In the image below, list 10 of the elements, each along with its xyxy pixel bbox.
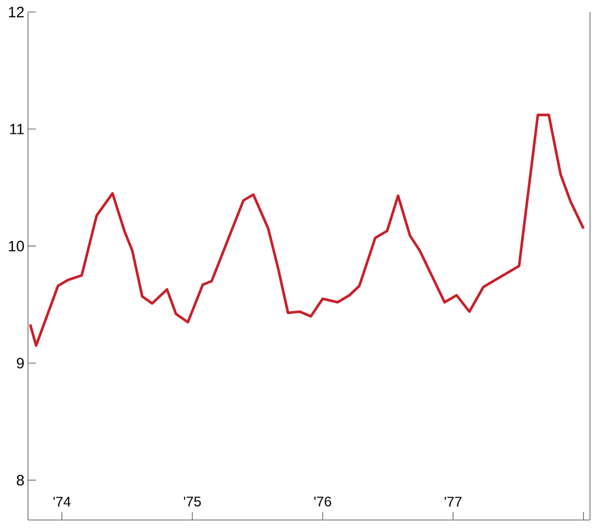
- y-tick-label: 12: [9, 6, 24, 18]
- line-series: [28, 114, 585, 347]
- x-tick-label: '77: [444, 496, 462, 506]
- x-tick-label: '76: [314, 496, 332, 506]
- x-tick-label: '74: [54, 496, 71, 506]
- y-tick-label: 8: [16, 474, 24, 486]
- y-tick-label: 9: [16, 358, 24, 368]
- y-tick-label: 10: [9, 240, 24, 252]
- y-tick-label: 11: [10, 124, 24, 134]
- x-tick-label: '75: [184, 496, 201, 506]
